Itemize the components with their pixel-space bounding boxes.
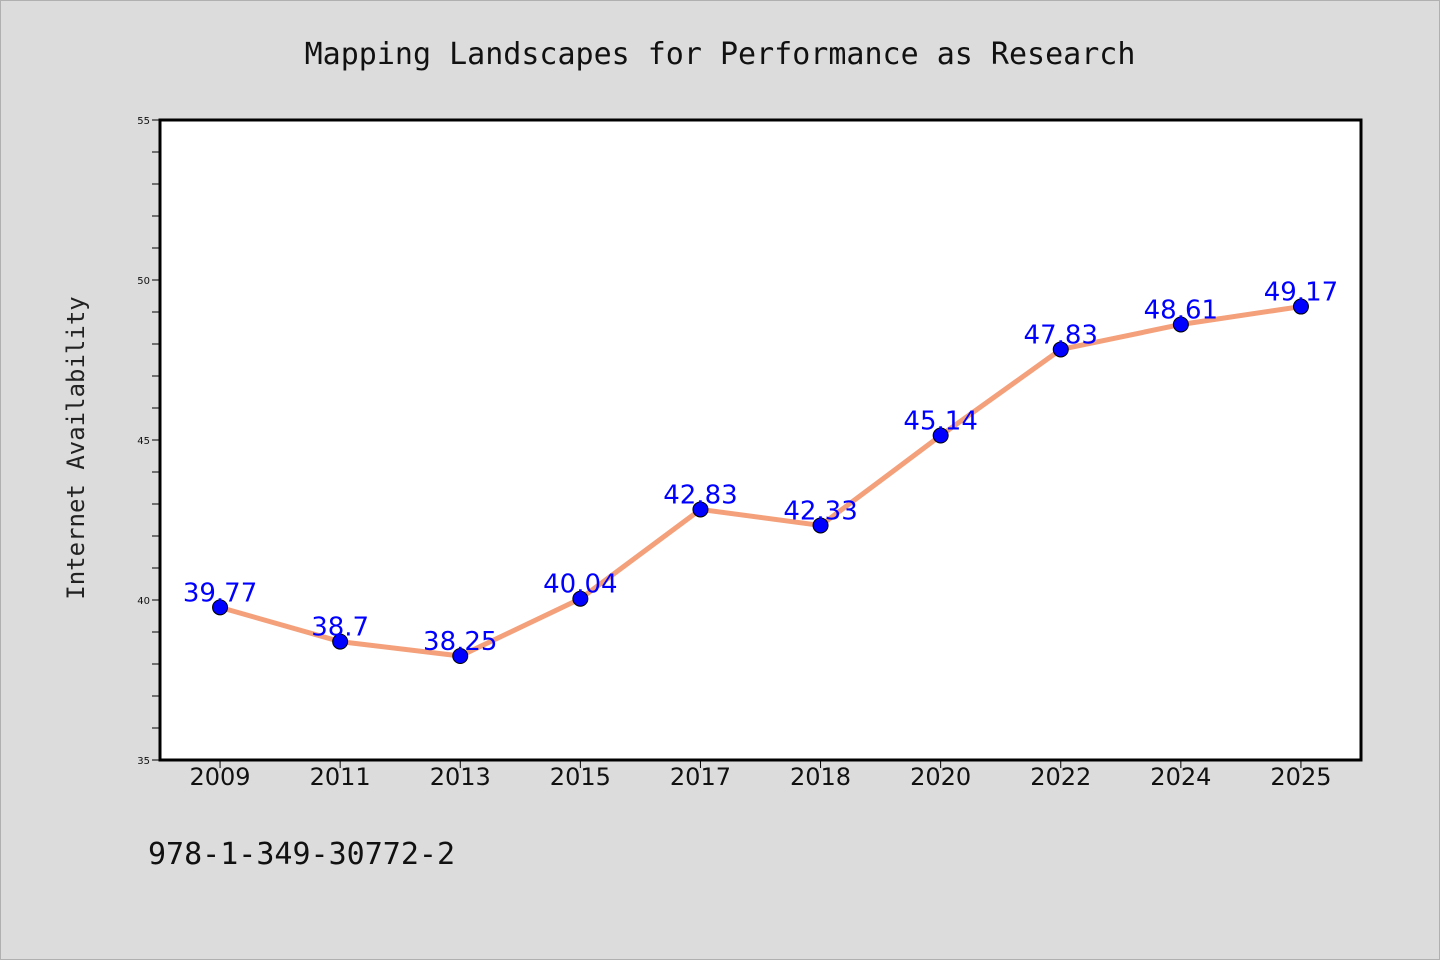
data-point bbox=[692, 501, 709, 518]
data-label: 40.04 bbox=[543, 570, 617, 600]
data-label: 47.83 bbox=[1024, 320, 1098, 350]
data-label: 38.7 bbox=[311, 613, 369, 643]
x-tick-label: 2024 bbox=[1150, 763, 1211, 791]
x-tick-label: 2025 bbox=[1270, 763, 1331, 791]
x-tick-label: 2022 bbox=[1030, 763, 1091, 791]
data-point bbox=[1052, 341, 1069, 358]
y-tick-label: 40 bbox=[137, 596, 150, 607]
x-tick-label: 2018 bbox=[790, 763, 851, 791]
data-label: 48.61 bbox=[1144, 295, 1218, 325]
x-tick-label: 2015 bbox=[550, 763, 611, 791]
plot-area bbox=[158, 118, 1363, 762]
data-point bbox=[572, 590, 589, 607]
data-point bbox=[932, 427, 949, 444]
y-tick-label: 35 bbox=[137, 756, 150, 767]
y-tick-label: 50 bbox=[137, 276, 150, 287]
data-point bbox=[332, 633, 349, 650]
x-tick-label: 2013 bbox=[430, 763, 491, 791]
y-axis-label: Internet Availability bbox=[62, 296, 90, 599]
data-label: 42.33 bbox=[783, 496, 857, 526]
data-label: 45.14 bbox=[903, 407, 977, 437]
data-point bbox=[452, 648, 469, 664]
data-point bbox=[1292, 298, 1309, 315]
x-tick-label: 2009 bbox=[190, 763, 251, 791]
data-label: 38.25 bbox=[423, 627, 497, 657]
x-tick-label: 2020 bbox=[910, 763, 971, 791]
x-axis: 2009 2011 2013 2015 2017 2018 2020 2022 2024 2025 bbox=[190, 760, 1331, 791]
y-tick-label: 45 bbox=[137, 436, 150, 447]
series-line bbox=[217, 304, 1304, 659]
x-tick-label: 2011 bbox=[310, 763, 371, 791]
data-labels: 39.77 38.7 38.25 40.04 42.83 42.33 45.14 47.83 4… bbox=[183, 278, 1338, 657]
data-label: 42.83 bbox=[663, 480, 737, 510]
x-tick-label: 2017 bbox=[670, 763, 731, 791]
data-point bbox=[1172, 316, 1189, 333]
series-group bbox=[212, 298, 1309, 664]
isbn-footer: 978-1-349-30772-2 bbox=[148, 837, 455, 872]
data-label: 39.77 bbox=[183, 578, 257, 608]
chart-title: Mapping Landscapes for Performance as Re… bbox=[305, 37, 1136, 72]
y-axis: 35 40 45 50 55 bbox=[137, 116, 160, 767]
data-point bbox=[212, 599, 229, 616]
y-tick-label: 55 bbox=[137, 116, 150, 127]
data-point bbox=[812, 517, 829, 534]
data-label: 49.17 bbox=[1264, 278, 1338, 308]
